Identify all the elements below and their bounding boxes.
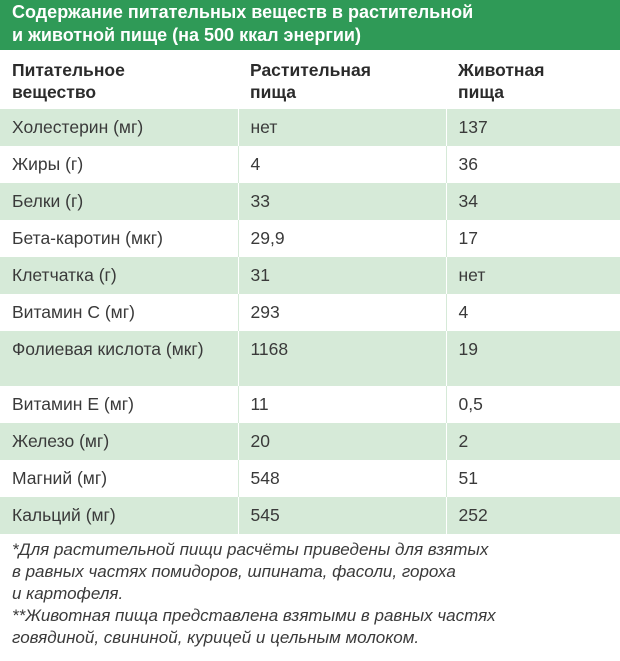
nutrient-cell: Витамин Е (мг) [0, 386, 238, 423]
table-row: Жиры (г) 4 36 [0, 146, 620, 183]
animal-value-cell: 19 [445, 331, 620, 386]
animal-value-cell: 34 [445, 183, 620, 220]
table-row: Холестерин (мг) нет 137 [0, 109, 620, 146]
plant-value-cell: 545 [237, 497, 446, 534]
table-title-line-2: и животной пище (на 500 ккал энергии) [12, 25, 361, 45]
plant-value-cell: 293 [237, 294, 446, 331]
footnote-line: говядиной, свининой, курицей и цельным м… [12, 628, 420, 647]
animal-value-cell: 0,5 [445, 386, 620, 423]
table-row: Клетчатка (г) 31 нет [0, 257, 620, 294]
table-row: Железо (мг) 20 2 [0, 423, 620, 460]
table-row: Витамин Е (мг) 11 0,5 [0, 386, 620, 423]
plant-value-cell: 31 [237, 257, 446, 294]
animal-value-cell: 252 [445, 497, 620, 534]
plant-value-cell: 33 [237, 183, 446, 220]
plant-value-cell: 29,9 [237, 220, 446, 257]
plant-value-cell: 11 [237, 386, 446, 423]
footnote-line: в равных частях помидоров, шпината, фасо… [12, 562, 456, 581]
animal-value-cell: 17 [445, 220, 620, 257]
table-row: Бета-каротин (мкг) 29,9 17 [0, 220, 620, 257]
nutrient-cell: Магний (мг) [0, 460, 238, 497]
plant-value-cell: 4 [237, 146, 446, 183]
animal-value-cell: 137 [445, 109, 620, 146]
animal-value-cell: 36 [445, 146, 620, 183]
plant-value-cell: 20 [237, 423, 446, 460]
table-title: Содержание питательных веществ в растите… [0, 0, 620, 50]
nutrient-table: Питательное вещество Растительная пища Ж… [0, 50, 620, 534]
table-row: Магний (мг) 548 51 [0, 460, 620, 497]
nutrient-cell: Бета-каротин (мкг) [0, 220, 238, 257]
table-row: Фолиевая кислота (мкг) 1168 19 [0, 331, 620, 386]
footnotes: *Для растительной пищи расчёты приведены… [0, 534, 620, 649]
plant-value-cell: 1168 [237, 331, 446, 386]
footnote-line: **Животная пища представлена взятыми в р… [12, 606, 496, 625]
footnote-line: *Для растительной пищи расчёты приведены… [12, 540, 489, 559]
table-row: Витамин С (мг) 293 4 [0, 294, 620, 331]
column-header-nutrient: Питательное вещество [0, 50, 238, 109]
animal-value-cell: 4 [445, 294, 620, 331]
nutrient-cell: Холестерин (мг) [0, 109, 238, 146]
nutrient-cell: Фолиевая кислота (мкг) [0, 331, 238, 386]
nutrient-cell: Клетчатка (г) [0, 257, 238, 294]
column-header-animal-food: Животная пища [446, 50, 620, 109]
plant-value-cell: 548 [237, 460, 446, 497]
footnote-line: и картофеля. [12, 584, 124, 603]
table-title-line-1: Содержание питательных веществ в растите… [12, 2, 474, 22]
nutrient-cell: Кальций (мг) [0, 497, 238, 534]
table-row: Кальций (мг) 545 252 [0, 497, 620, 534]
nutrient-cell: Железо (мг) [0, 423, 238, 460]
animal-value-cell: 51 [445, 460, 620, 497]
nutrient-cell: Витамин С (мг) [0, 294, 238, 331]
column-header-plant-food: Растительная пища [238, 50, 446, 109]
nutrient-cell: Белки (г) [0, 183, 238, 220]
plant-value-cell: нет [237, 109, 446, 146]
animal-value-cell: нет [445, 257, 620, 294]
table-row: Белки (г) 33 34 [0, 183, 620, 220]
animal-value-cell: 2 [445, 423, 620, 460]
table-header-row: Питательное вещество Растительная пища Ж… [0, 50, 620, 109]
nutrient-cell: Жиры (г) [0, 146, 238, 183]
